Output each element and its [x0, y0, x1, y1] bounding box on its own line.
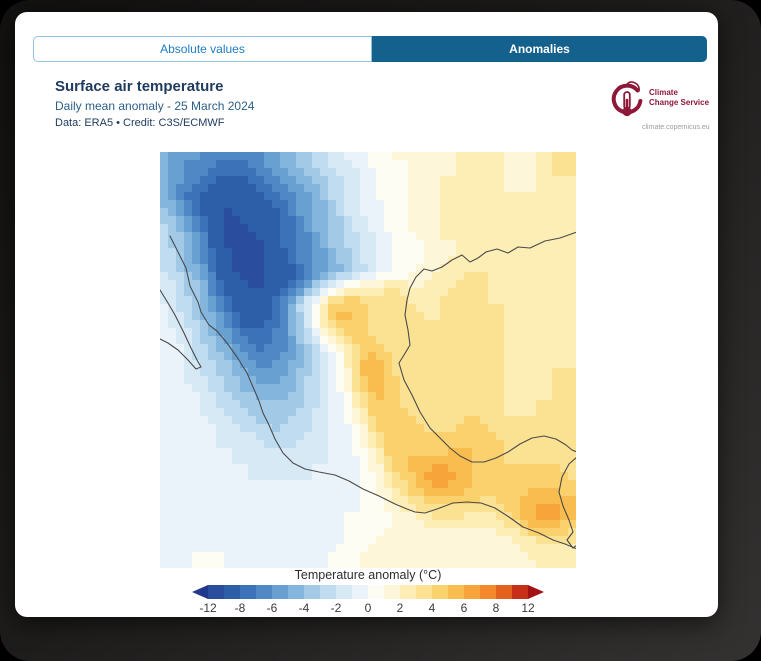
colorbar-segment — [272, 585, 288, 599]
colorbar-segment — [256, 585, 272, 599]
tab-anomalies[interactable]: Anomalies — [372, 36, 707, 62]
colorbar-segment — [400, 585, 416, 599]
logo-wordmark: Climate Change Service — [649, 88, 709, 108]
colorbar-segment — [240, 585, 256, 599]
colorbar-tick: -8 — [234, 601, 246, 615]
colorbar-segment — [352, 585, 368, 599]
tab-absolute-values[interactable]: Absolute values — [33, 36, 372, 62]
coastline-overlay — [159, 231, 578, 550]
colorbar-tick: 12 — [521, 601, 535, 615]
anomaly-map — [159, 152, 578, 568]
view-mode-tabs: Absolute values Anomalies — [33, 36, 707, 62]
colorbar-segment — [432, 585, 448, 599]
colorbar-segment — [384, 585, 400, 599]
colorbar-segment — [480, 585, 496, 599]
colorbar-tick: -4 — [298, 601, 310, 615]
colorbar-segment — [320, 585, 336, 599]
colorbar-tick: 6 — [460, 601, 468, 615]
colorbar-left-arrow — [192, 585, 208, 599]
colorbar-segment — [336, 585, 352, 599]
colorbar-segment — [512, 585, 528, 599]
page-title: Surface air temperature — [55, 78, 224, 95]
logo-line1: Climate — [649, 88, 678, 97]
colorbar-segment — [224, 585, 240, 599]
chart-header: Surface air temperature Daily mean anoma… — [55, 78, 254, 129]
colorbar-segment — [496, 585, 512, 599]
colorbar-tick-labels: -12 -8 -6 -4 -2 0 2 4 6 8 12 — [199, 601, 534, 617]
thermometer-cloud-icon — [611, 81, 643, 117]
colorbar-segment — [304, 585, 320, 599]
colorbar-tick: 8 — [492, 601, 500, 615]
logo-url: climate.copernicus.eu — [642, 124, 710, 131]
colorbar-tick: -12 — [199, 601, 217, 615]
page-subtitle: Daily mean anomaly - 25 March 2024 — [55, 99, 255, 113]
colorbar-tick: 4 — [428, 601, 436, 615]
colorbar-segment — [368, 585, 384, 599]
colorbar-segment — [464, 585, 480, 599]
data-credit: Data: ERA5 • Credit: C3S/ECMWF — [55, 117, 225, 129]
colorbar-tick: -6 — [266, 601, 278, 615]
colorbar — [208, 585, 528, 599]
colorbar-segment — [448, 585, 464, 599]
colorbar-right-arrow — [528, 585, 544, 599]
content-card: Absolute values Anomalies Surface air te… — [15, 12, 718, 617]
colorbar-segment — [208, 585, 224, 599]
heatmap-cells — [160, 152, 576, 568]
colorbar-title: Temperature anomaly (°C) — [294, 568, 442, 582]
logo-line2: Change Service — [649, 98, 710, 107]
colorbar-segment — [416, 585, 432, 599]
colorbar-tick: 0 — [364, 601, 372, 615]
colorbar-segment — [288, 585, 304, 599]
colorbar-tick: 2 — [396, 601, 404, 615]
colorbar-tick: -2 — [330, 601, 342, 615]
